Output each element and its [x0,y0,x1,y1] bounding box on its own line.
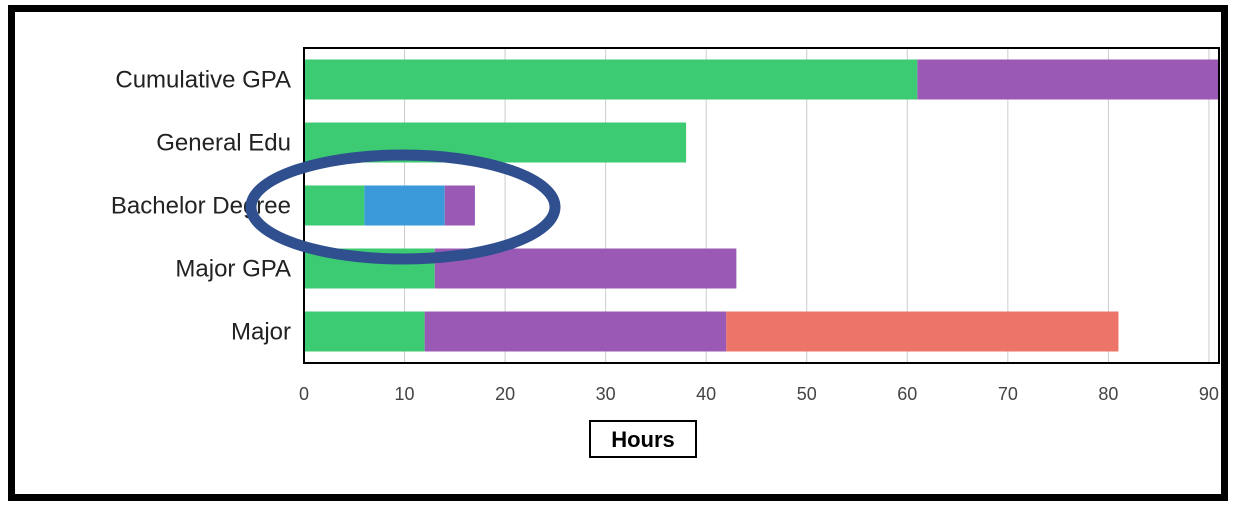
bar-segment [424,311,727,352]
category-label: Major GPA [175,256,291,283]
x-tick-label: 70 [998,384,1018,404]
bar-segment [304,311,425,352]
x-tick-labels: 0 10 20 30 40 50 60 70 80 90 [299,384,1219,404]
bar-segment [444,185,475,226]
category-labels: Cumulative GPA General Edu Bachelor Degree… [111,67,291,346]
bar-segment [304,185,365,226]
category-label: Cumulative GPA [115,67,291,94]
x-tick-label: 50 [797,384,817,404]
x-axis-title-box [589,420,697,458]
x-tick-label: 10 [395,384,415,404]
bars [304,59,1219,352]
x-tick-label: 0 [299,384,309,404]
bar-segment [726,311,1119,352]
x-tick-label: 20 [495,384,515,404]
x-tick-label: 90 [1199,384,1219,404]
category-label: Bachelor Degree [111,193,291,220]
bar-segment [304,59,918,100]
x-tick-label: 80 [1098,384,1118,404]
x-tick-label: 30 [596,384,616,404]
gridlines [404,48,1210,363]
x-tick-label: 40 [696,384,716,404]
category-label: General Edu [156,130,291,157]
x-tick-label: 60 [897,384,917,404]
x-axis-title: Hours [611,427,675,452]
bar-segment [917,59,1219,100]
plot-border [303,47,1220,364]
category-label: Major [231,319,291,346]
bar-segment [364,185,445,226]
annotation-ellipse [245,149,561,265]
